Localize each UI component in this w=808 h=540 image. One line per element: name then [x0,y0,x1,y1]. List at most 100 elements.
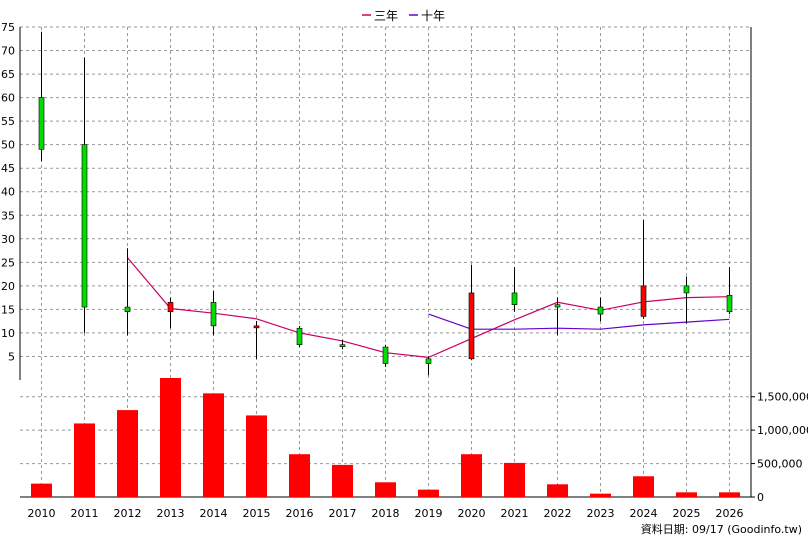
data-date-footer: 資料日期: 09/17 (Goodinfo.tw) [640,523,802,536]
price-tick-label: 30 [1,233,15,246]
candle-body [554,304,561,308]
volume-bar [74,423,95,497]
moving-average-lines [127,257,730,359]
volume-bar [504,462,525,497]
price-tick-label: 25 [1,256,15,269]
legend-label-ma10: 十年 [421,9,445,23]
legend: 三年 十年 [362,9,445,23]
price-tick-label: 55 [1,115,15,128]
price-tick-label: 45 [1,162,15,175]
candle-body [425,358,432,364]
candle [296,325,303,348]
year-tick-label: 2025 [673,507,701,520]
volume-bar [246,415,267,497]
candle [81,57,88,333]
price-tick-label: 65 [1,68,15,81]
candle-body [726,294,733,313]
year-tick-label: 2021 [501,507,529,520]
price-grid [20,26,751,497]
candle-body [382,346,389,364]
candle-body [296,327,303,345]
ma10-line [428,313,730,330]
year-tick-label: 2018 [372,507,400,520]
year-tick-label: 2013 [157,507,185,520]
volume-bar [117,410,138,497]
legend-label-ma3: 三年 [374,9,398,23]
year-tick-label: 2014 [200,507,228,520]
candle-body [81,144,88,308]
candle [683,276,690,324]
volume-bar [375,482,396,497]
year-tick-label: 2026 [716,507,744,520]
year-tick-label: 2023 [587,507,615,520]
candle [382,344,389,367]
candle [124,248,131,336]
volume-bar [332,464,353,497]
volume-bar [719,492,740,497]
volume-tick-label: 500,000 [757,458,803,471]
volume-tick-label: 1,500,000 [757,391,808,404]
candlesticks [38,31,733,376]
year-tick-label: 2011 [71,507,99,520]
candle-body [640,285,647,317]
x-axis: 2010 2011 2012 2013 2014 2015 2016 2017 2018 2019… [28,507,744,520]
year-tick-label: 2020 [458,507,486,520]
year-tick-label: 2019 [415,507,443,520]
candle-body [167,302,174,313]
candle-body [339,344,346,348]
candle-body [210,302,217,327]
price-tick-label: 35 [1,209,15,222]
candle [554,297,561,336]
price-axis: 5 10 15 20 25 30 35 40 45 50 55 60 65 70 75 [1,21,752,380]
price-tick-label: 60 [1,92,15,105]
volume-grid [20,396,751,465]
volume-bar [461,454,482,497]
price-tick-label: 75 [1,21,15,34]
candle [640,219,647,319]
year-tick-label: 2010 [28,507,56,520]
price-tick-label: 10 [1,327,15,340]
candle-body [597,306,604,315]
volume-bar [547,484,568,497]
volume-tick-label: 1,000,000 [757,424,808,437]
candle [597,297,604,322]
price-tick-label: 70 [1,45,15,58]
candle-body [468,292,475,360]
volume-bar [203,393,224,497]
year-tick-label: 2016 [286,507,314,520]
candle [167,297,174,329]
candle [253,321,260,359]
price-tick-label: 40 [1,186,15,199]
candle [210,290,217,336]
volume-bar [590,493,611,497]
year-tick-label: 2017 [329,507,357,520]
price-tick-label: 50 [1,139,15,152]
price-tick-label: 15 [1,303,15,316]
volume-bars [31,377,740,497]
year-tick-label: 2015 [243,507,271,520]
candle-body [683,285,690,294]
year-tick-label: 2022 [544,507,572,520]
candle-body [511,292,518,305]
candle [425,356,432,376]
price-tick-label: 20 [1,280,15,293]
candle [38,31,45,162]
volume-bar [289,454,310,497]
ma3-line [127,257,730,359]
volume-bar [633,476,654,497]
candle-body [124,306,131,313]
volume-axis: 0 500,000 1,000,000 1,500,000 [20,380,808,504]
candle-body [38,97,45,150]
year-tick-label: 2024 [630,507,658,520]
candle [339,339,346,350]
volume-bar [676,492,697,497]
candle [468,264,475,361]
volume-bar [418,489,439,497]
year-tick-label: 2012 [114,507,142,520]
candle [726,267,733,315]
price-tick-label: 5 [8,350,15,363]
volume-bar [160,377,181,497]
volume-bar [31,483,52,497]
volume-tick-label: 0 [757,491,764,504]
